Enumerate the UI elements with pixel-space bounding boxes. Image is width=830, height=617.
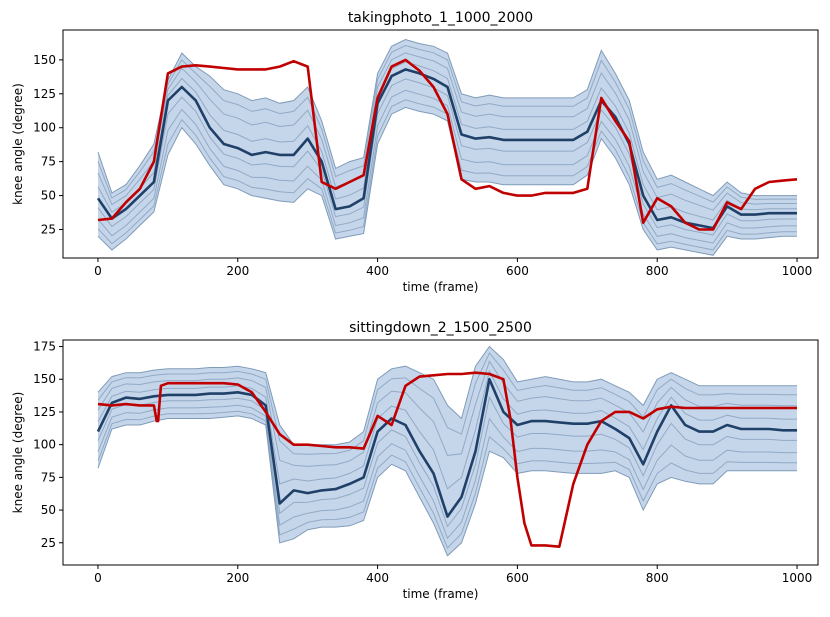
y-tick-label: 75 xyxy=(41,470,56,484)
sample-curve-lower-1 xyxy=(97,404,797,540)
chart-title: sittingdown_2_1500_2500 xyxy=(349,320,532,336)
ground-truth-line xyxy=(97,58,798,231)
y-tick-label: 25 xyxy=(41,223,56,237)
sample-curve-upper-2 xyxy=(97,44,797,203)
y-tick-label: 125 xyxy=(33,87,56,101)
sample-curve-upper-1 xyxy=(97,52,797,211)
x-tick-label: 600 xyxy=(506,571,529,585)
y-tick-label: 150 xyxy=(33,372,56,386)
x-tick-label: 0 xyxy=(94,264,102,278)
lower-bound-line xyxy=(97,415,797,557)
y-tick-label: 75 xyxy=(41,155,56,169)
x-tick-label: 1000 xyxy=(782,571,813,585)
y-tick-label: 125 xyxy=(33,405,56,419)
x-tick-label: 0 xyxy=(94,571,102,585)
x-tick-label: 200 xyxy=(226,264,249,278)
chart-sittingdown: 0 200 400 600 800 1000 25 50 75 100 125 150 175 sitti… xyxy=(11,320,819,601)
plot-area xyxy=(96,38,798,256)
axes-frame xyxy=(62,339,819,566)
x-tick-label: 200 xyxy=(226,571,249,585)
chart-takingphoto: 0 200 400 600 800 1000 25 50 75 100 125 150 takingph… xyxy=(11,10,819,294)
axes-frame xyxy=(62,29,819,259)
x-tick-label: 800 xyxy=(646,264,669,278)
ground-truth-line xyxy=(97,371,797,549)
upper-bound-line xyxy=(97,345,797,446)
x-tick-label: 800 xyxy=(646,571,669,585)
plot-area xyxy=(96,345,797,557)
sample-curve-lower-0 xyxy=(97,78,797,236)
uncertainty-band xyxy=(98,39,797,256)
lower-bound-line xyxy=(97,106,797,256)
x-tick-label: 1000 xyxy=(782,264,813,278)
x-tick-label: 400 xyxy=(366,571,389,585)
y-tick-label: 175 xyxy=(33,340,56,354)
y-axis-label: knee angle (degree) xyxy=(11,83,25,205)
x-axis-label: time (frame) xyxy=(403,587,479,601)
y-tick-label: 50 xyxy=(41,189,56,203)
x-tick-label: 400 xyxy=(366,264,389,278)
y-tick-label: 25 xyxy=(41,536,56,550)
y-tick-label: 150 xyxy=(33,53,56,67)
sample-curve-upper-1 xyxy=(97,360,797,467)
y-tick-label: 100 xyxy=(33,121,56,135)
sample-curve-upper-0 xyxy=(97,61,797,221)
x-tick-label: 600 xyxy=(506,264,529,278)
sample-curve-upper-2 xyxy=(97,352,797,455)
sample-curve-lower-2 xyxy=(97,410,797,549)
sample-curve-lower-1 xyxy=(97,89,797,244)
chart-title: takingphoto_1_1000_2000 xyxy=(348,10,533,26)
prediction-mean-line xyxy=(96,377,797,518)
prediction-mean-line xyxy=(96,68,797,230)
y-axis-label: knee angle (degree) xyxy=(11,392,25,514)
y-tick-label: 100 xyxy=(33,438,56,452)
uncertainty-band xyxy=(98,346,797,556)
x-axis-label: time (frame) xyxy=(403,280,479,294)
upper-bound-line xyxy=(97,38,797,197)
y-tick-label: 50 xyxy=(41,503,56,517)
sample-curve-lower-0 xyxy=(97,395,797,528)
